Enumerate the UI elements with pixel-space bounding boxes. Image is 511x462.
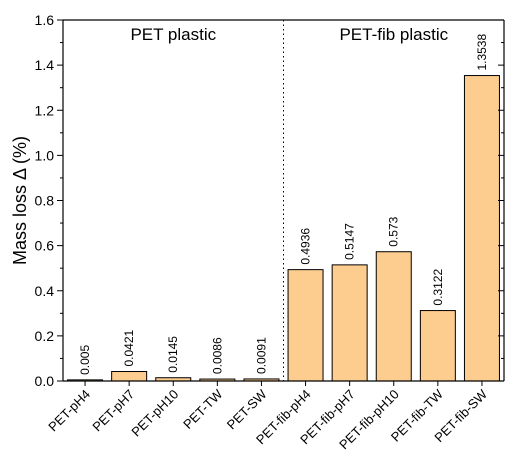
bar-2 xyxy=(111,371,148,382)
y-tick-label-0: 0.0 xyxy=(35,373,55,389)
category-label-3: PET-pH10 xyxy=(128,387,181,440)
data-label-3: 0.0145 xyxy=(166,336,180,373)
bar-7 xyxy=(331,264,368,382)
data-label-9: 0.3122 xyxy=(431,269,445,306)
group-label-1: PET plastic xyxy=(130,25,216,44)
y-tick-label-6: 1.2 xyxy=(35,102,55,118)
group-label-2: PET-fib plastic xyxy=(339,25,448,44)
y-tick-label-7: 1.4 xyxy=(35,57,55,73)
data-label-2: 0.0421 xyxy=(122,329,136,366)
y-tick-label-5: 1.0 xyxy=(35,147,55,163)
bar-10 xyxy=(463,75,500,382)
category-label-4: PET-TW xyxy=(180,386,226,432)
y-tick-label-4: 0.8 xyxy=(35,193,55,209)
data-label-4: 0.0086 xyxy=(210,337,224,374)
bar-8 xyxy=(375,251,412,382)
category-label-1: PET-pH4 xyxy=(45,387,93,435)
data-label-10: 1.3538 xyxy=(475,34,489,71)
bar-9 xyxy=(419,310,456,382)
data-label-5: 0.0091 xyxy=(254,337,268,374)
y-tick-label-1: 0.2 xyxy=(35,328,55,344)
bar-6 xyxy=(287,269,324,382)
data-label-1: 0.005 xyxy=(78,345,92,375)
y-tick-label-2: 0.4 xyxy=(35,283,55,299)
y-tick-label-8: 1.6 xyxy=(35,12,55,28)
data-label-6: 0.4936 xyxy=(299,228,313,265)
y-axis-title: Mass loss Δ (%) xyxy=(10,136,30,265)
data-label-7: 0.5147 xyxy=(343,223,357,260)
y-tick-label-3: 0.6 xyxy=(35,238,55,254)
data-label-8: 0.573 xyxy=(387,216,401,246)
